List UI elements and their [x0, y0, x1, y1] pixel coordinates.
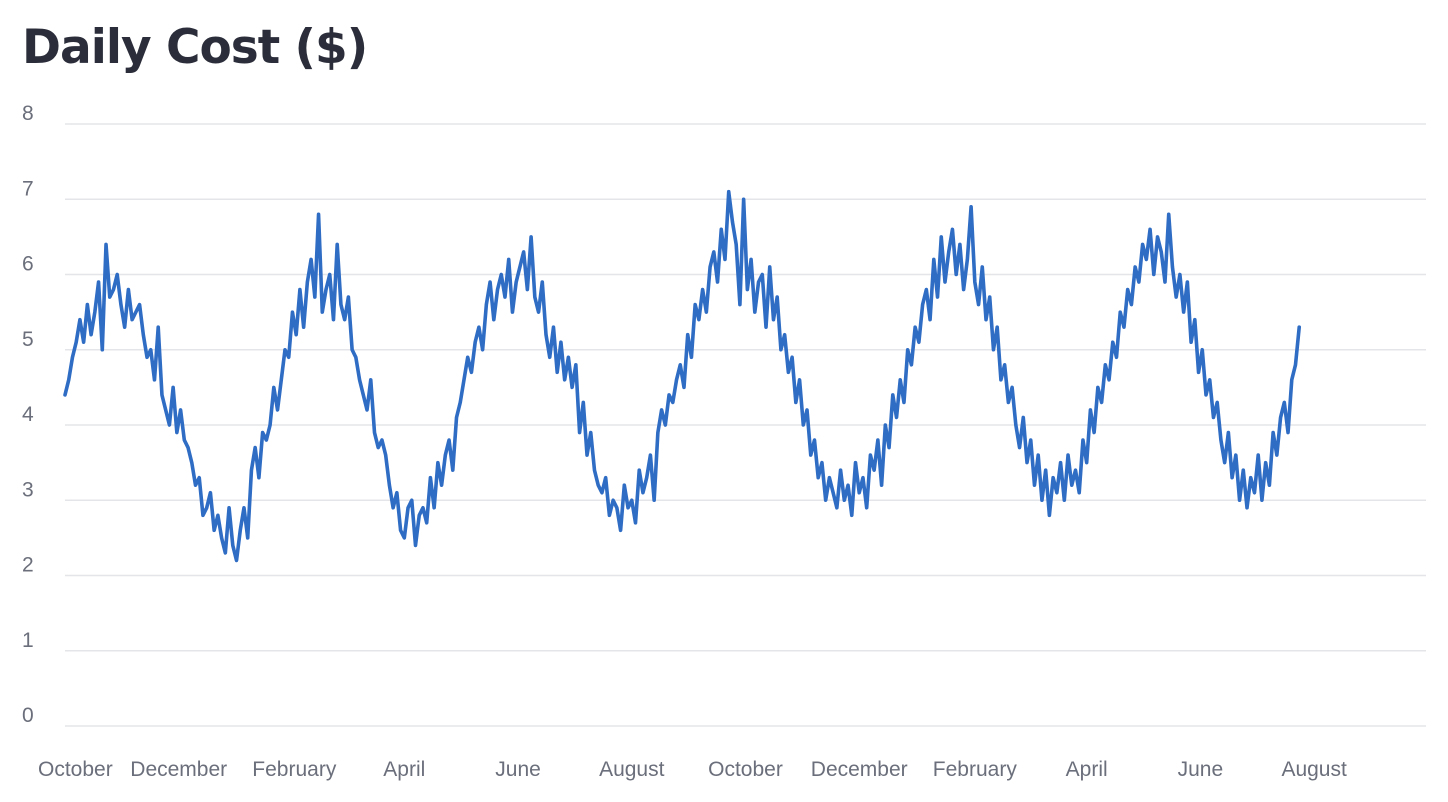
- x-axis: October December February April June August Oc…: [38, 758, 1347, 781]
- y-tick-label: 7: [22, 177, 34, 200]
- y-tick-label: 0: [22, 704, 34, 727]
- y-tick-label: 3: [22, 478, 34, 501]
- x-tick-label: June: [1178, 758, 1224, 781]
- y-tick-label: 2: [22, 554, 34, 577]
- x-tick-label: August: [1281, 758, 1347, 781]
- x-tick-label: December: [811, 758, 908, 781]
- series-line-0: [63, 189, 1302, 563]
- chart-title: Daily Cost ($): [22, 20, 368, 75]
- series-layer: [63, 189, 1302, 563]
- x-tick-label: December: [130, 758, 227, 781]
- y-tick-label: 6: [22, 253, 34, 276]
- x-tick-label: April: [1066, 758, 1108, 781]
- x-tick-label: October: [38, 758, 113, 781]
- y-tick-label: 5: [22, 328, 34, 351]
- x-tick-label: February: [252, 758, 337, 781]
- y-tick-label: 4: [22, 403, 34, 426]
- x-tick-label: June: [495, 758, 541, 781]
- y-axis: 0 1 2 3 4 5 6 7 8: [22, 102, 34, 727]
- y-tick-label: 1: [22, 629, 34, 652]
- x-tick-label: April: [383, 758, 425, 781]
- x-tick-label: August: [599, 758, 665, 781]
- x-tick-label: February: [933, 758, 1018, 781]
- y-tick-label: 8: [22, 102, 34, 125]
- gridlines: [65, 123, 1426, 727]
- x-tick-label: October: [708, 758, 783, 781]
